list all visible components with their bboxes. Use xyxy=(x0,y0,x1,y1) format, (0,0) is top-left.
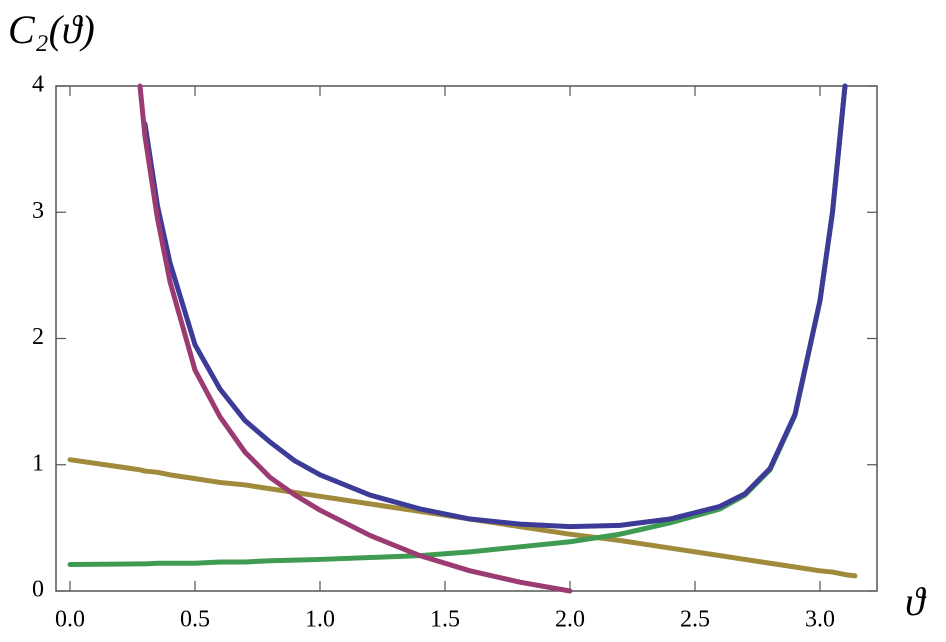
curve xyxy=(137,83,573,594)
y-tick-label: 1 xyxy=(32,450,44,476)
x-axis-label: ϑ xyxy=(905,579,927,624)
x-tick-label: 2.5 xyxy=(680,607,710,633)
curve xyxy=(142,83,848,530)
x-tick-label: 3.0 xyxy=(805,607,835,633)
x-tick-label: 2.0 xyxy=(555,607,585,633)
plot-frame xyxy=(55,85,878,592)
x-tick-label: 0.0 xyxy=(55,607,85,633)
y-tick-label: 2 xyxy=(32,324,44,350)
x-tick-label: 1.5 xyxy=(430,607,460,633)
y-tick-label: 4 xyxy=(32,72,44,98)
y-tick-label: 3 xyxy=(32,198,44,224)
x-tick-label: 0.5 xyxy=(180,607,210,633)
x-tick-label: 1.0 xyxy=(305,607,335,633)
y-tick-label: 0 xyxy=(32,577,44,603)
curve xyxy=(67,83,848,567)
y-axis-label: C₂(ϑ) xyxy=(8,7,95,52)
